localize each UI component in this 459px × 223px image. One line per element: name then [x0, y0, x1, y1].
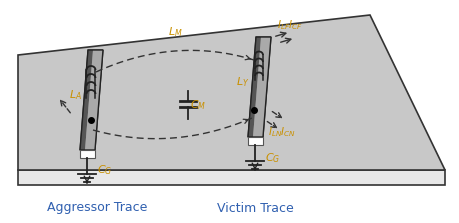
Text: Victim Trace: Victim Trace: [216, 202, 293, 215]
Polygon shape: [18, 170, 444, 185]
Text: Aggressor Trace: Aggressor Trace: [47, 202, 147, 215]
Polygon shape: [80, 50, 93, 150]
Polygon shape: [80, 50, 103, 150]
Text: $C_G$: $C_G$: [97, 163, 112, 177]
Polygon shape: [247, 37, 270, 137]
Polygon shape: [252, 37, 270, 137]
Polygon shape: [247, 37, 260, 137]
Text: $L_A$: $L_A$: [68, 88, 81, 102]
Polygon shape: [18, 15, 444, 170]
Text: $L_M$: $L_M$: [167, 25, 182, 39]
Text: $I_{LF}I_{CF}$: $I_{LF}I_{CF}$: [276, 18, 302, 32]
Polygon shape: [247, 137, 263, 145]
Text: $C_G$: $C_G$: [264, 151, 280, 165]
Text: $L_Y$: $L_Y$: [236, 75, 249, 89]
Polygon shape: [80, 150, 95, 158]
Text: $I_{LN}I_{CN}$: $I_{LN}I_{CN}$: [268, 125, 296, 139]
Polygon shape: [85, 50, 103, 150]
Text: $C_M$: $C_M$: [190, 98, 206, 112]
